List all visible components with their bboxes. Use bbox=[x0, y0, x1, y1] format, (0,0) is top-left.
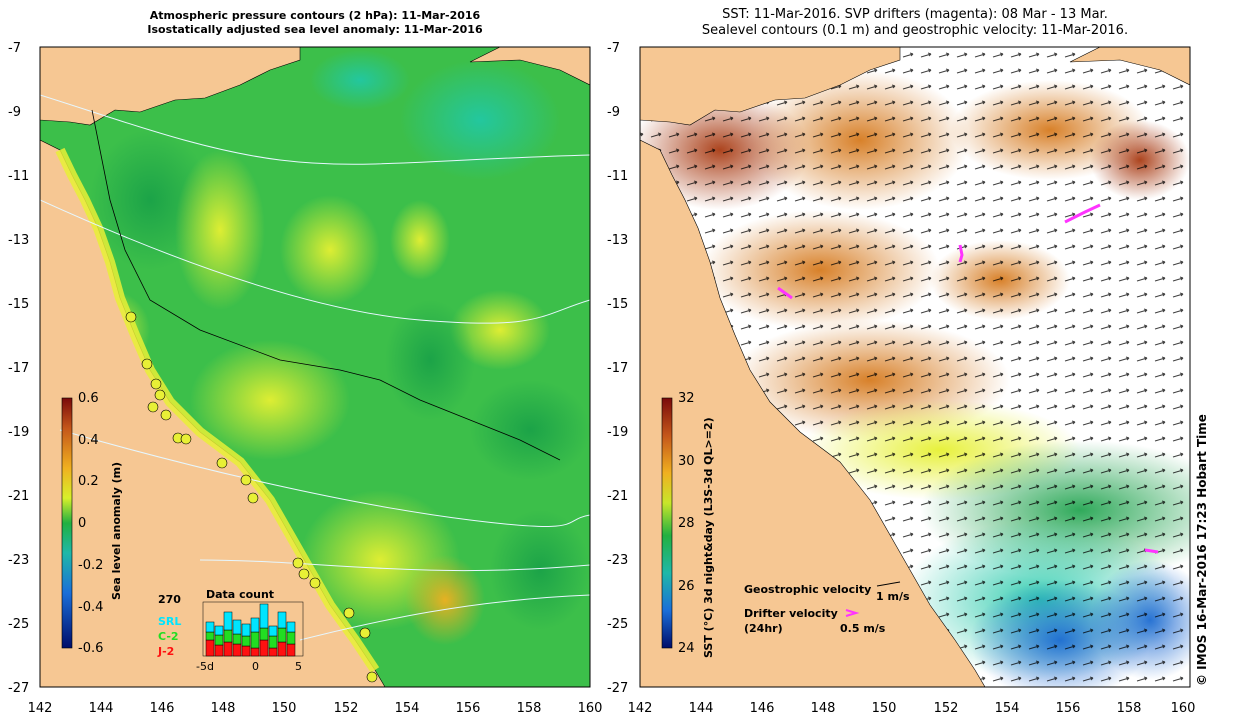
left-title-line2: Isostatically adjusted sea level anomaly… bbox=[147, 23, 483, 36]
lat-tick: -21 bbox=[8, 489, 29, 504]
sla-map bbox=[40, 47, 590, 687]
geostrophic-scale: 1 m/s bbox=[876, 590, 910, 603]
lon-tick: 150 bbox=[872, 701, 897, 716]
lon-tick: 158 bbox=[1117, 701, 1142, 716]
lon-tick: 142 bbox=[628, 701, 653, 716]
legend-srl: SRL bbox=[158, 615, 181, 628]
lat-tick: -15 bbox=[8, 297, 29, 312]
lon-ticks-left: 142 144 146 148 150 152 154 156 158 160 bbox=[28, 701, 603, 716]
sla-colorbar-ticks: 0.6 0.4 0.2 0 -0.2 -0.4 -0.6 bbox=[78, 391, 103, 656]
lon-tick: 152 bbox=[334, 701, 359, 716]
lon-tick: 144 bbox=[89, 701, 114, 716]
data-count-inset: 270 Data count SRL C-2 J-2 -5d 0 5 bbox=[157, 588, 304, 673]
lat-tick: -19 bbox=[8, 425, 29, 440]
lon-tick: 146 bbox=[750, 701, 775, 716]
data-count-title: Data count bbox=[206, 588, 274, 601]
sla-tick: -0.6 bbox=[78, 641, 103, 656]
sst-tick: 28 bbox=[678, 516, 695, 531]
sla-tick: 0.2 bbox=[78, 474, 99, 489]
right-title-line2: Sealevel contours (0.1 m) and geostrophi… bbox=[701, 23, 1129, 38]
lon-tick: 144 bbox=[689, 701, 714, 716]
sla-tick: -0.4 bbox=[78, 600, 103, 615]
lat-tick: -17 bbox=[8, 361, 29, 376]
lat-tick: -21 bbox=[607, 489, 628, 504]
data-count-xtick: 0 bbox=[252, 660, 259, 673]
sst-colorbar-ticks: 32 30 28 26 24 bbox=[678, 391, 695, 656]
lat-tick: -9 bbox=[607, 105, 620, 120]
drifter-label: Drifter velocity bbox=[744, 607, 838, 620]
lon-tick: 142 bbox=[28, 701, 53, 716]
sst-tick: 32 bbox=[678, 391, 695, 406]
sst-colorbar bbox=[661, 397, 673, 649]
sst-tick: 24 bbox=[678, 641, 695, 656]
drifter-label-24hr: (24hr) bbox=[744, 622, 783, 635]
lat-tick: -15 bbox=[607, 297, 628, 312]
drifter-tracks bbox=[777, 203, 1159, 554]
lat-tick: -25 bbox=[607, 617, 628, 632]
left-title-line1: Atmospheric pressure contours (2 hPa): 1… bbox=[149, 9, 481, 22]
imos-credit: © IMOS 16-Mar-2016 17:23 Hobart Time bbox=[1195, 414, 1209, 686]
geostrophic-label: Geostrophic velocity bbox=[744, 583, 871, 596]
lon-tick: 152 bbox=[934, 701, 959, 716]
lat-tick: -27 bbox=[607, 681, 628, 696]
lat-tick: -11 bbox=[607, 169, 628, 184]
lat-tick: -23 bbox=[607, 553, 628, 568]
data-count-ymax: 270 bbox=[158, 593, 181, 606]
right-title-line1: SST: 11-Mar-2016. SVP drifters (magenta)… bbox=[722, 7, 1108, 22]
lat-tick: -13 bbox=[8, 233, 29, 248]
lat-tick: -11 bbox=[8, 169, 29, 184]
sla-colorbar bbox=[61, 397, 73, 649]
sla-tick: 0.6 bbox=[78, 391, 99, 406]
sla-colorbar-label: Sea level anomaly (m) bbox=[110, 462, 123, 600]
lat-tick: -7 bbox=[607, 41, 620, 56]
lon-tick: 156 bbox=[456, 701, 481, 716]
lat-tick: -23 bbox=[8, 553, 29, 568]
sla-tick: 0.4 bbox=[78, 433, 99, 448]
lon-tick: 160 bbox=[578, 701, 603, 716]
lat-ticks-left: -7 -9 -11 -13 -15 -17 -19 -21 -23 -25 -2… bbox=[8, 41, 29, 696]
sst-tick: 30 bbox=[678, 454, 695, 469]
lon-tick: 154 bbox=[395, 701, 420, 716]
data-count-xtick: 5 bbox=[295, 660, 302, 673]
lat-tick: -9 bbox=[8, 105, 21, 120]
legend-j2: J-2 bbox=[157, 645, 174, 658]
lon-tick: 150 bbox=[272, 701, 297, 716]
drifter-scale: 0.5 m/s bbox=[840, 622, 886, 635]
sla-tick: -0.2 bbox=[78, 558, 103, 573]
lat-tick: -17 bbox=[607, 361, 628, 376]
lon-tick: 158 bbox=[517, 701, 542, 716]
lon-tick: 148 bbox=[811, 701, 836, 716]
geostrophic-scale-arrow bbox=[876, 581, 901, 587]
lon-tick: 160 bbox=[1171, 701, 1196, 716]
drifter-scale-arrow bbox=[845, 609, 860, 617]
lat-tick: -25 bbox=[8, 617, 29, 632]
sla-tick: 0 bbox=[78, 516, 86, 531]
lon-tick: 156 bbox=[1056, 701, 1081, 716]
legend-c2: C-2 bbox=[158, 630, 179, 643]
lat-tick: -19 bbox=[607, 425, 628, 440]
lat-ticks-right: -7 -9 -11 -13 -15 -17 -19 -21 -23 -25 -2… bbox=[607, 41, 628, 696]
lon-ticks-right: 142 144 146 148 150 152 154 156 158 160 bbox=[628, 701, 1196, 716]
lat-tick: -13 bbox=[607, 233, 628, 248]
lon-tick: 146 bbox=[150, 701, 175, 716]
sst-map bbox=[640, 47, 1190, 687]
sst-colorbar-label: SST (°C) 3d night&day (L3S-3d QL>=2) bbox=[702, 417, 715, 658]
data-count-xtick: -5d bbox=[196, 660, 214, 673]
lon-tick: 154 bbox=[995, 701, 1020, 716]
sst-tick: 26 bbox=[678, 579, 695, 594]
lon-tick: 148 bbox=[211, 701, 236, 716]
lat-tick: -27 bbox=[8, 681, 29, 696]
lat-tick: -7 bbox=[8, 41, 21, 56]
